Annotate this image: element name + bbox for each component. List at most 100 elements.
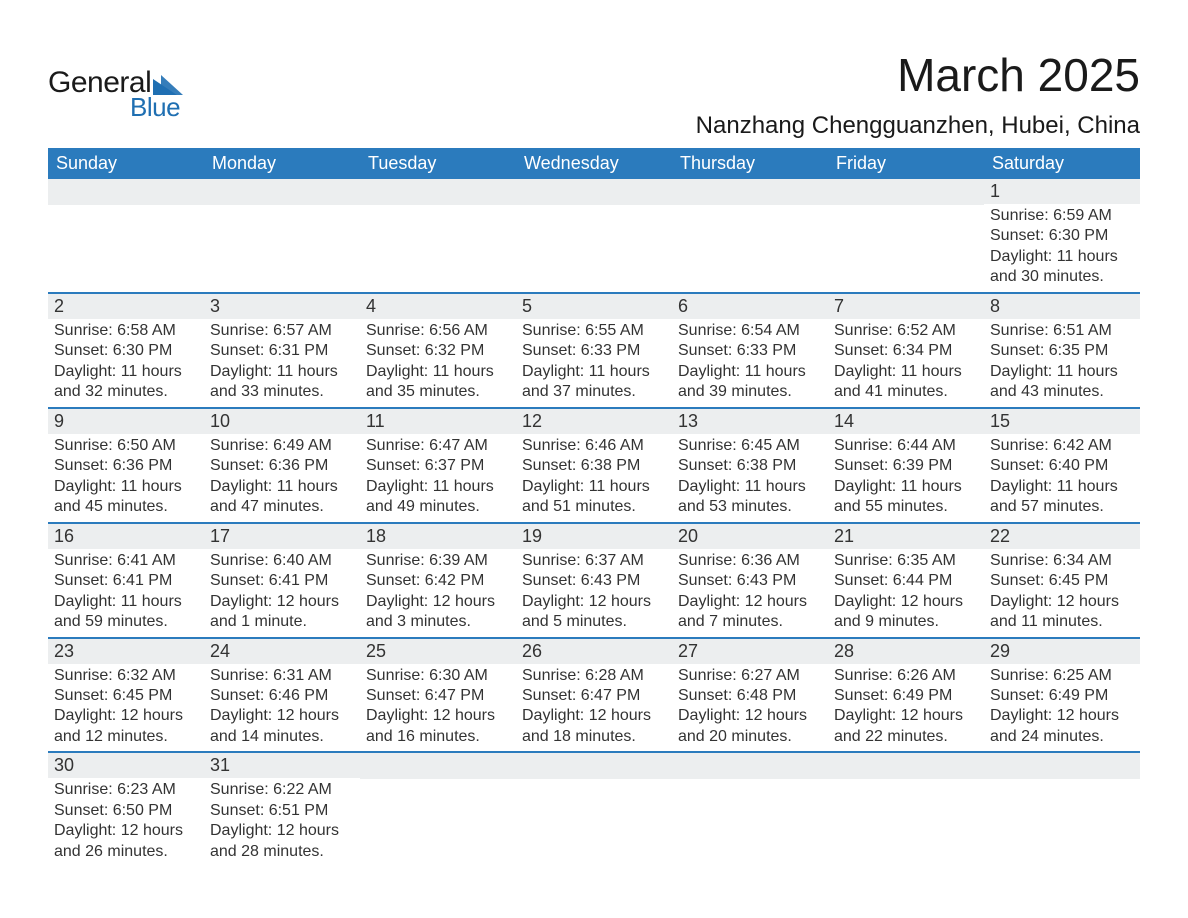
day-cell: 13Sunrise: 6:45 AMSunset: 6:38 PMDayligh… [672, 409, 828, 522]
day-details: Sunrise: 6:50 AMSunset: 6:36 PMDaylight:… [48, 434, 204, 522]
day-detail-line: Sunset: 6:37 PM [366, 456, 510, 476]
day-detail-line: and 24 minutes. [990, 727, 1134, 747]
day-details: Sunrise: 6:26 AMSunset: 6:49 PMDaylight:… [828, 664, 984, 752]
day-cell: 17Sunrise: 6:40 AMSunset: 6:41 PMDayligh… [204, 524, 360, 637]
week-row: 30Sunrise: 6:23 AMSunset: 6:50 PMDayligh… [48, 751, 1140, 866]
day-detail-line: Sunrise: 6:42 AM [990, 436, 1134, 456]
day-detail-line: Sunset: 6:38 PM [678, 456, 822, 476]
empty-day-bar [360, 179, 516, 205]
day-details: Sunrise: 6:45 AMSunset: 6:38 PMDaylight:… [672, 434, 828, 522]
day-number: 13 [672, 409, 828, 434]
day-detail-line: Sunset: 6:45 PM [54, 686, 198, 706]
day-details: Sunrise: 6:57 AMSunset: 6:31 PMDaylight:… [204, 319, 360, 407]
day-cell: 10Sunrise: 6:49 AMSunset: 6:36 PMDayligh… [204, 409, 360, 522]
empty-day-bar [984, 753, 1140, 779]
day-details: Sunrise: 6:30 AMSunset: 6:47 PMDaylight:… [360, 664, 516, 752]
day-detail-line: Daylight: 11 hours [678, 477, 822, 497]
day-detail-line: Sunset: 6:45 PM [990, 571, 1134, 591]
day-detail-line: Sunset: 6:48 PM [678, 686, 822, 706]
day-cell [360, 753, 516, 866]
day-detail-line: Daylight: 11 hours [990, 247, 1134, 267]
day-number: 2 [48, 294, 204, 319]
day-number: 26 [516, 639, 672, 664]
day-details: Sunrise: 6:28 AMSunset: 6:47 PMDaylight:… [516, 664, 672, 752]
day-cell [204, 179, 360, 292]
day-detail-line: Sunrise: 6:26 AM [834, 666, 978, 686]
day-detail-line: Sunrise: 6:50 AM [54, 436, 198, 456]
day-cell: 16Sunrise: 6:41 AMSunset: 6:41 PMDayligh… [48, 524, 204, 637]
day-details: Sunrise: 6:59 AMSunset: 6:30 PMDaylight:… [984, 204, 1140, 292]
day-detail-line: Sunset: 6:44 PM [834, 571, 978, 591]
day-detail-line: Daylight: 11 hours [522, 477, 666, 497]
day-details: Sunrise: 6:32 AMSunset: 6:45 PMDaylight:… [48, 664, 204, 752]
day-detail-line: Sunset: 6:33 PM [678, 341, 822, 361]
day-header-tuesday: Tuesday [360, 148, 516, 179]
day-detail-line: Sunrise: 6:46 AM [522, 436, 666, 456]
day-detail-line: Daylight: 12 hours [210, 592, 354, 612]
day-detail-line: and 14 minutes. [210, 727, 354, 747]
day-details: Sunrise: 6:52 AMSunset: 6:34 PMDaylight:… [828, 319, 984, 407]
day-details: Sunrise: 6:42 AMSunset: 6:40 PMDaylight:… [984, 434, 1140, 522]
month-title: March 2025 [696, 48, 1140, 102]
day-number: 20 [672, 524, 828, 549]
day-detail-line: Sunrise: 6:54 AM [678, 321, 822, 341]
day-detail-line: Sunset: 6:43 PM [678, 571, 822, 591]
day-detail-line: Sunset: 6:46 PM [210, 686, 354, 706]
day-details: Sunrise: 6:54 AMSunset: 6:33 PMDaylight:… [672, 319, 828, 407]
day-details: Sunrise: 6:35 AMSunset: 6:44 PMDaylight:… [828, 549, 984, 637]
day-number: 14 [828, 409, 984, 434]
day-detail-line: Sunset: 6:33 PM [522, 341, 666, 361]
day-detail-line: Sunset: 6:30 PM [990, 226, 1134, 246]
day-number: 19 [516, 524, 672, 549]
day-detail-line: Sunrise: 6:59 AM [990, 206, 1134, 226]
day-detail-line: Daylight: 12 hours [990, 706, 1134, 726]
day-number: 3 [204, 294, 360, 319]
day-details: Sunrise: 6:34 AMSunset: 6:45 PMDaylight:… [984, 549, 1140, 637]
day-details: Sunrise: 6:47 AMSunset: 6:37 PMDaylight:… [360, 434, 516, 522]
day-details: Sunrise: 6:55 AMSunset: 6:33 PMDaylight:… [516, 319, 672, 407]
day-cell: 6Sunrise: 6:54 AMSunset: 6:33 PMDaylight… [672, 294, 828, 407]
day-detail-line: and 45 minutes. [54, 497, 198, 517]
day-detail-line: and 18 minutes. [522, 727, 666, 747]
day-header-monday: Monday [204, 148, 360, 179]
day-detail-line: Sunset: 6:49 PM [990, 686, 1134, 706]
day-number: 9 [48, 409, 204, 434]
day-detail-line: and 9 minutes. [834, 612, 978, 632]
day-cell [516, 753, 672, 866]
empty-day-bar [516, 179, 672, 205]
day-detail-line: Sunrise: 6:41 AM [54, 551, 198, 571]
weeks-container: 1Sunrise: 6:59 AMSunset: 6:30 PMDaylight… [48, 179, 1140, 866]
day-cell: 30Sunrise: 6:23 AMSunset: 6:50 PMDayligh… [48, 753, 204, 866]
day-header-friday: Friday [828, 148, 984, 179]
day-header-thursday: Thursday [672, 148, 828, 179]
day-detail-line: Daylight: 12 hours [366, 592, 510, 612]
day-cell [516, 179, 672, 292]
day-detail-line: and 47 minutes. [210, 497, 354, 517]
empty-day-bar [360, 753, 516, 779]
day-detail-line: and 59 minutes. [54, 612, 198, 632]
day-cell [672, 179, 828, 292]
day-number: 22 [984, 524, 1140, 549]
day-details: Sunrise: 6:51 AMSunset: 6:35 PMDaylight:… [984, 319, 1140, 407]
day-detail-line: Daylight: 11 hours [990, 477, 1134, 497]
day-number: 30 [48, 753, 204, 778]
day-detail-line: Sunset: 6:34 PM [834, 341, 978, 361]
day-detail-line: Sunrise: 6:25 AM [990, 666, 1134, 686]
day-cell [828, 753, 984, 866]
day-detail-line: Sunset: 6:31 PM [210, 341, 354, 361]
day-detail-line: Daylight: 12 hours [366, 706, 510, 726]
day-detail-line: Sunset: 6:35 PM [990, 341, 1134, 361]
day-details: Sunrise: 6:27 AMSunset: 6:48 PMDaylight:… [672, 664, 828, 752]
day-details: Sunrise: 6:56 AMSunset: 6:32 PMDaylight:… [360, 319, 516, 407]
day-detail-line: and 53 minutes. [678, 497, 822, 517]
day-detail-line: Sunset: 6:32 PM [366, 341, 510, 361]
day-detail-line: and 43 minutes. [990, 382, 1134, 402]
day-cell: 21Sunrise: 6:35 AMSunset: 6:44 PMDayligh… [828, 524, 984, 637]
day-number: 6 [672, 294, 828, 319]
day-detail-line: Daylight: 12 hours [990, 592, 1134, 612]
day-detail-line: Daylight: 11 hours [54, 362, 198, 382]
day-detail-line: Sunset: 6:42 PM [366, 571, 510, 591]
day-number: 11 [360, 409, 516, 434]
day-header-wednesday: Wednesday [516, 148, 672, 179]
day-details: Sunrise: 6:39 AMSunset: 6:42 PMDaylight:… [360, 549, 516, 637]
